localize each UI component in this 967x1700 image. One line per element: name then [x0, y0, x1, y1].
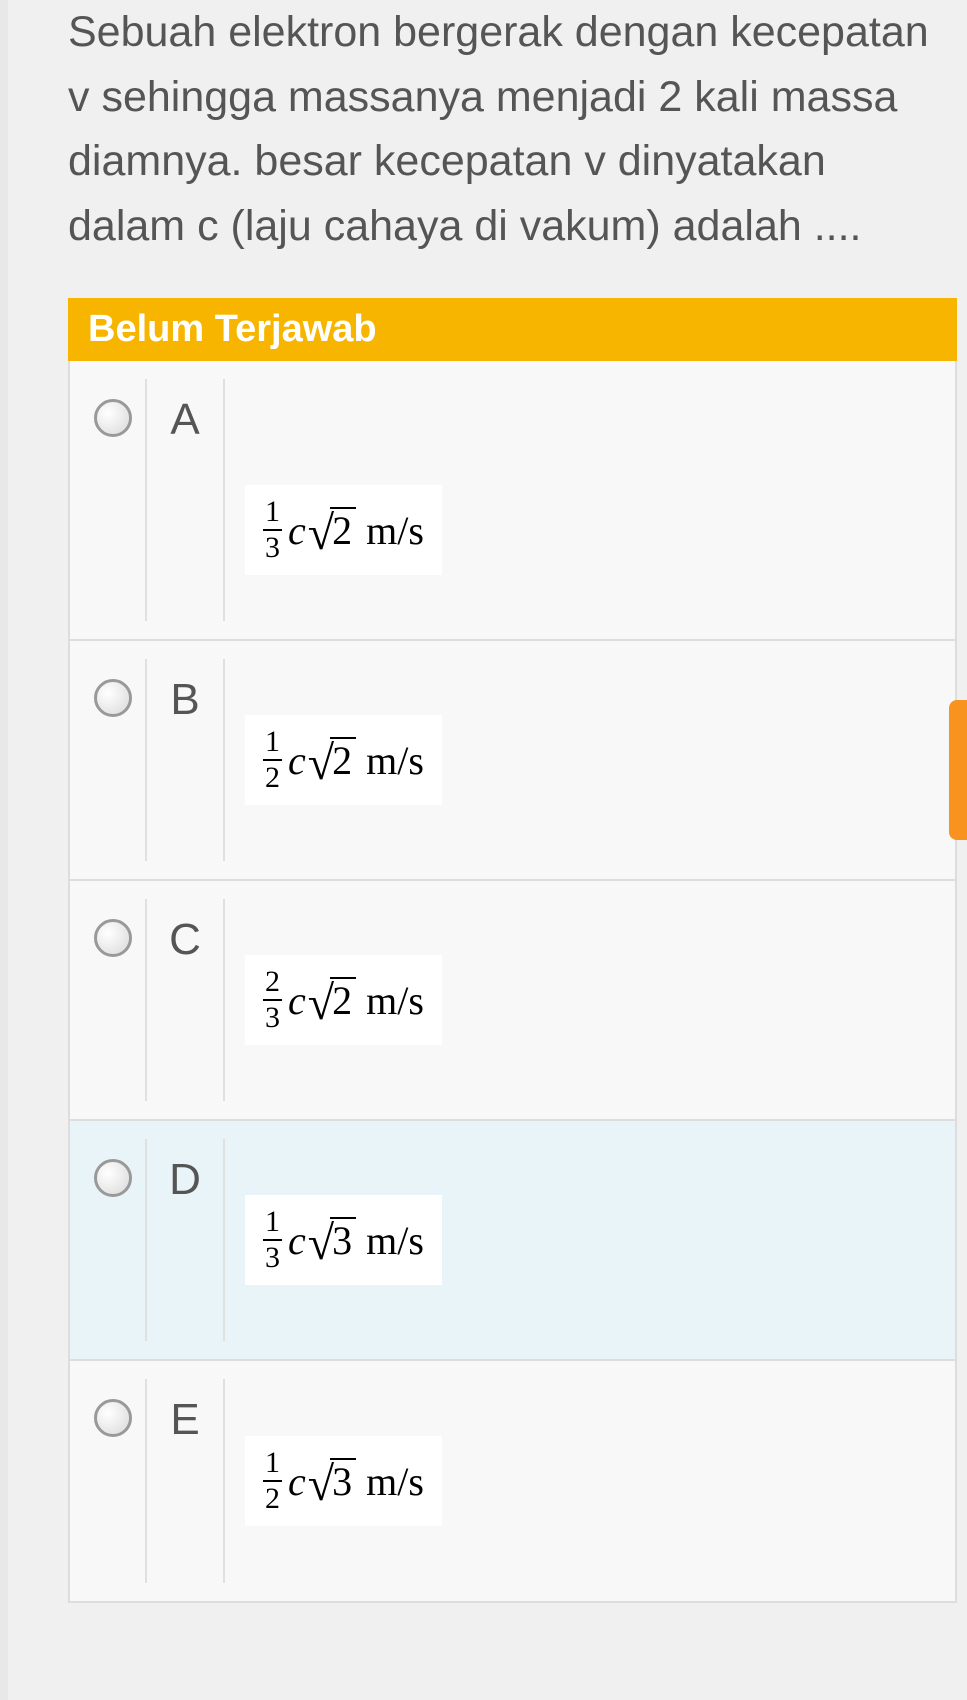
radio-cell [80, 1139, 145, 1341]
formula-box: 1 3 c √ 3 m/s [245, 1195, 442, 1285]
label-cell: E [145, 1379, 225, 1583]
side-tab[interactable] [949, 700, 967, 840]
unit: m/s [366, 1217, 424, 1264]
radio-cell [80, 379, 145, 621]
formula-box: 2 3 c √ 2 m/s [245, 955, 442, 1045]
option-letter: C [169, 915, 201, 965]
formula-cell: 2 3 c √ 2 m/s [225, 899, 945, 1101]
c-symbol: c [288, 507, 306, 554]
fraction-numerator: 2 [263, 967, 282, 997]
sqrt-wrap: √ 3 [308, 1217, 356, 1263]
sqrt-value: 3 [330, 1217, 356, 1263]
formula-cell: 1 3 c √ 2 m/s [225, 379, 945, 621]
c-symbol: c [288, 1217, 306, 1264]
unit: m/s [366, 737, 424, 784]
label-cell: C [145, 899, 225, 1101]
fraction-numerator: 1 [263, 1207, 282, 1237]
option-row-c[interactable]: C 2 3 c √ 2 m/s [70, 881, 955, 1121]
option-letter: E [170, 1395, 199, 1445]
fraction-denominator: 3 [263, 533, 282, 563]
fraction-denominator: 3 [263, 1243, 282, 1273]
fraction: 1 2 [263, 727, 282, 793]
radio-button-a[interactable] [94, 399, 132, 437]
option-letter: B [170, 675, 199, 725]
option-letter: D [169, 1155, 201, 1205]
sqrt-wrap: √ 2 [308, 977, 356, 1023]
formula-box: 1 2 c √ 2 m/s [245, 715, 442, 805]
c-symbol: c [288, 977, 306, 1024]
sqrt-value: 2 [330, 977, 356, 1023]
sqrt-value: 2 [330, 737, 356, 783]
option-row-d[interactable]: D 1 3 c √ 3 m/s [70, 1121, 955, 1361]
radio-cell [80, 899, 145, 1101]
sqrt-value: 2 [330, 507, 356, 553]
fraction: 2 3 [263, 967, 282, 1033]
sqrt-wrap: √ 2 [308, 737, 356, 783]
formula-cell: 1 3 c √ 3 m/s [225, 1139, 945, 1341]
unit: m/s [366, 977, 424, 1024]
fraction: 1 3 [263, 497, 282, 563]
status-bar: Belum Terjawab [68, 298, 957, 361]
fraction-denominator: 3 [263, 1003, 282, 1033]
fraction-numerator: 1 [263, 1448, 282, 1478]
option-row-e[interactable]: E 1 2 c √ 3 m/s [70, 1361, 955, 1601]
radio-button-c[interactable] [94, 919, 132, 957]
options-container: A 1 3 c √ 2 m/s [68, 361, 957, 1603]
formula-cell: 1 2 c √ 2 m/s [225, 659, 945, 861]
c-symbol: c [288, 1458, 306, 1505]
option-letter: A [170, 395, 199, 445]
unit: m/s [366, 507, 424, 554]
fraction: 1 2 [263, 1448, 282, 1514]
question-text: Sebuah elektron bergerak dengan kecepata… [8, 0, 967, 298]
fraction-denominator: 2 [263, 763, 282, 793]
option-row-a[interactable]: A 1 3 c √ 2 m/s [70, 361, 955, 641]
unit: m/s [366, 1458, 424, 1505]
radio-cell [80, 659, 145, 861]
formula-box: 1 3 c √ 2 m/s [245, 485, 442, 575]
radio-cell [80, 1379, 145, 1583]
fraction: 1 3 [263, 1207, 282, 1273]
sqrt-wrap: √ 3 [308, 1458, 356, 1504]
sqrt-value: 3 [330, 1458, 356, 1504]
formula-cell: 1 2 c √ 3 m/s [225, 1379, 945, 1583]
radio-button-b[interactable] [94, 679, 132, 717]
c-symbol: c [288, 737, 306, 784]
fraction-numerator: 1 [263, 727, 282, 757]
label-cell: B [145, 659, 225, 861]
content-wrapper: Sebuah elektron bergerak dengan kecepata… [0, 0, 967, 1700]
formula-box: 1 2 c √ 3 m/s [245, 1436, 442, 1526]
option-row-b[interactable]: B 1 2 c √ 2 m/s [70, 641, 955, 881]
sqrt-wrap: √ 2 [308, 507, 356, 553]
fraction-numerator: 1 [263, 497, 282, 527]
label-cell: D [145, 1139, 225, 1341]
radio-button-e[interactable] [94, 1399, 132, 1437]
fraction-denominator: 2 [263, 1484, 282, 1514]
label-cell: A [145, 379, 225, 621]
radio-button-d[interactable] [94, 1159, 132, 1197]
